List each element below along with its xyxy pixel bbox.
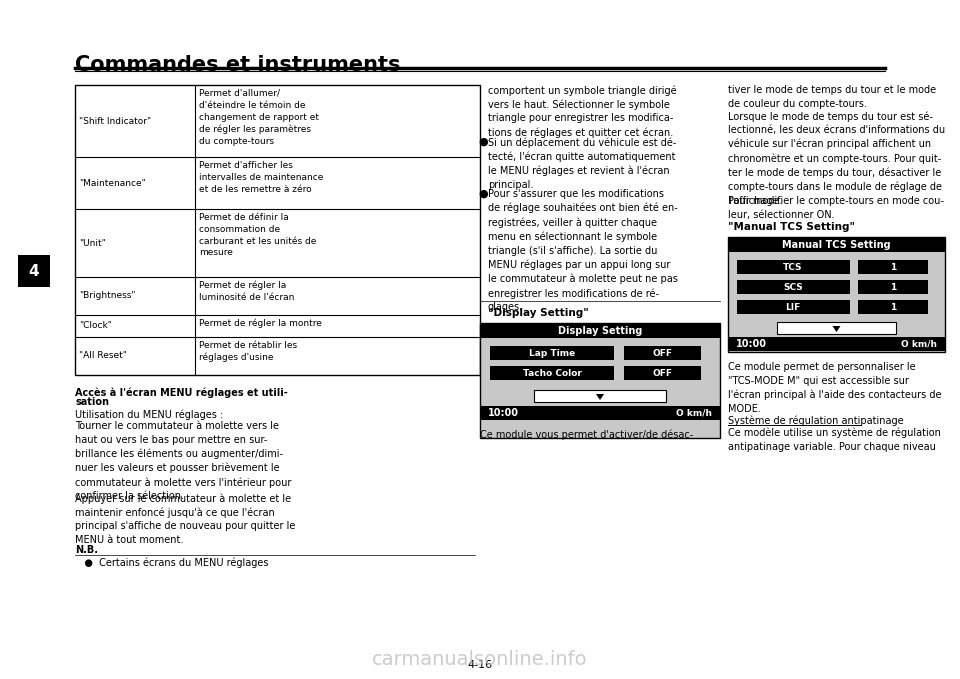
Text: "Shift Indicator": "Shift Indicator": [79, 117, 151, 126]
Bar: [18, 255, 50, 287]
Text: ●  Certains écrans du MENU réglages: ● Certains écrans du MENU réglages: [75, 558, 269, 568]
Text: Permet de définir la
consommation de
carburant et les unités de
mesure: Permet de définir la consommation de car…: [199, 213, 317, 257]
Bar: [490, 366, 614, 380]
Text: Accès à l'écran MENU réglages et utili-: Accès à l'écran MENU réglages et utili-: [75, 387, 288, 397]
Bar: [75, 85, 480, 375]
Text: Display Setting: Display Setting: [558, 325, 642, 335]
Text: "Manual TCS Setting": "Manual TCS Setting": [728, 222, 855, 232]
Text: O km/h: O km/h: [676, 409, 712, 418]
Text: 10:00: 10:00: [488, 408, 519, 418]
Bar: [624, 346, 701, 360]
Bar: [480, 323, 720, 438]
Text: Appuyer sur le commutateur à molette et le
maintenir enfoncé jusqu'à ce que l'éc: Appuyer sur le commutateur à molette et …: [75, 493, 296, 545]
Text: "Unit": "Unit": [79, 238, 106, 248]
Text: OFF: OFF: [653, 348, 672, 358]
Text: "Clock": "Clock": [79, 321, 112, 331]
Text: N.B.: N.B.: [75, 545, 98, 555]
Text: Système de régulation antipatinage: Système de régulation antipatinage: [728, 416, 903, 426]
Text: sation: sation: [75, 397, 109, 407]
Bar: [858, 300, 927, 314]
Text: Tacho Color: Tacho Color: [522, 369, 582, 378]
Text: Permet d'afficher les
intervalles de maintenance
et de les remettre à zéro: Permet d'afficher les intervalles de mai…: [199, 161, 324, 194]
Bar: [728, 237, 945, 352]
Text: TCS: TCS: [783, 263, 803, 272]
Text: carmanualsonline.info: carmanualsonline.info: [372, 650, 588, 669]
Text: Manual TCS Setting: Manual TCS Setting: [782, 240, 891, 249]
Text: comportent un symbole triangle dirigé
vers le haut. Sélectionner le symbole
tria: comportent un symbole triangle dirigé ve…: [488, 85, 677, 138]
Text: Permet de régler la montre: Permet de régler la montre: [199, 319, 322, 329]
Text: Si un déplacement du véhicule est dé-
tecté, l'écran quitte automatiquement
le M: Si un déplacement du véhicule est dé- te…: [488, 137, 677, 189]
Polygon shape: [596, 394, 604, 400]
Text: 1: 1: [890, 303, 896, 312]
Bar: [480, 323, 720, 338]
Text: Ce modèle utilise un système de régulation
antipatinage variable. Pour chaque ni: Ce modèle utilise un système de régulati…: [728, 428, 941, 452]
Text: "All Reset": "All Reset": [79, 352, 127, 361]
Text: Tourner le commutateur à molette vers le
haut ou vers le bas pour mettre en sur-: Tourner le commutateur à molette vers le…: [75, 421, 292, 501]
Bar: [858, 260, 927, 274]
Text: ●: ●: [478, 137, 488, 147]
Text: 1: 1: [890, 263, 896, 272]
Bar: [736, 300, 850, 314]
Text: Commandes et instruments: Commandes et instruments: [75, 55, 400, 75]
Bar: [736, 260, 850, 274]
Polygon shape: [832, 326, 841, 332]
Text: 4-16: 4-16: [468, 660, 492, 670]
Bar: [858, 280, 927, 294]
Text: Ce module vous permet d'activer/de désac-: Ce module vous permet d'activer/de désac…: [480, 429, 693, 439]
Text: Pour s'assurer que les modifications
de réglage souhaitées ont bien été en-
regi: Pour s'assurer que les modifications de …: [488, 189, 678, 312]
Bar: [777, 322, 897, 334]
Text: Permet de rétablir les
réglages d'usine: Permet de rétablir les réglages d'usine: [199, 341, 298, 363]
Text: Utilisation du MENU réglages :: Utilisation du MENU réglages :: [75, 410, 224, 420]
Text: "Display Setting": "Display Setting": [488, 308, 588, 318]
Bar: [728, 237, 945, 252]
Text: Lap Time: Lap Time: [529, 348, 575, 358]
Text: "Maintenance": "Maintenance": [79, 179, 146, 187]
Text: O km/h: O km/h: [901, 340, 937, 348]
Text: 1: 1: [890, 282, 896, 291]
Bar: [728, 337, 945, 351]
Text: Permet de régler la
luminosité de l'écran: Permet de régler la luminosité de l'écra…: [199, 281, 295, 302]
Bar: [490, 346, 614, 360]
Text: Lorsque le mode de temps du tour est sé-
lectionné, les deux écrans d'informatio: Lorsque le mode de temps du tour est sé-…: [728, 111, 946, 206]
Bar: [624, 366, 701, 380]
Text: OFF: OFF: [653, 369, 672, 378]
Text: "Brightness": "Brightness": [79, 291, 135, 301]
Text: tiver le mode de temps du tour et le mode
de couleur du compte-tours.: tiver le mode de temps du tour et le mod…: [728, 85, 936, 109]
Bar: [480, 406, 720, 420]
Text: Permet d'allumer/
d'éteindre le témoin de
changement de rapport et
de régler les: Permet d'allumer/ d'éteindre le témoin d…: [199, 89, 319, 146]
Text: Pour modifier le compte-tours en mode cou-
leur, sélectionner ON.: Pour modifier le compte-tours en mode co…: [728, 196, 944, 219]
Text: SCS: SCS: [783, 282, 803, 291]
Text: 4: 4: [29, 263, 39, 278]
Bar: [534, 390, 666, 402]
Text: ●: ●: [478, 189, 488, 199]
Text: Ce module permet de personnaliser le
"TCS-MODE M" qui est accessible sur
l'écran: Ce module permet de personnaliser le "TC…: [728, 362, 942, 414]
Bar: [736, 280, 850, 294]
Text: 10:00: 10:00: [736, 339, 767, 349]
Text: LIF: LIF: [785, 303, 801, 312]
